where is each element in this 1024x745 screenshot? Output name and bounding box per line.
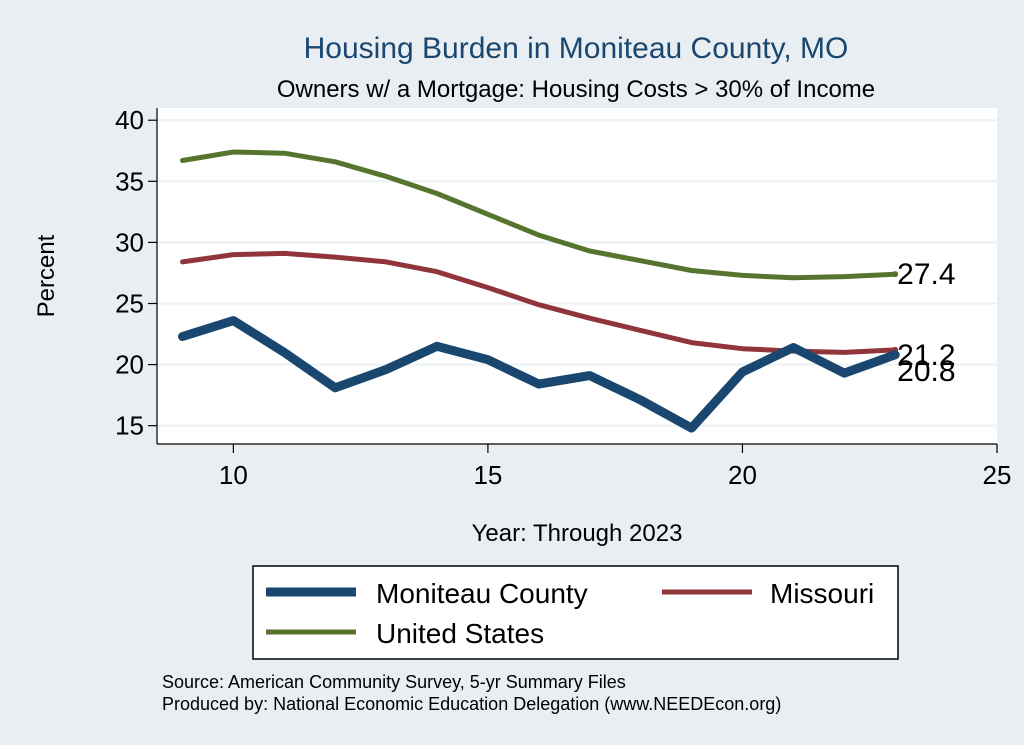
end-label: 20.8 <box>897 355 955 388</box>
y-tick-label: 25 <box>115 288 144 318</box>
series-endpoint-moniteau-county <box>892 351 899 358</box>
series-endpoint-united-states <box>892 271 899 278</box>
chart-subtitle: Owners w/ a Mortgage: Housing Costs > 30… <box>277 76 875 103</box>
x-tick-label: 10 <box>219 460 248 490</box>
y-tick-label: 35 <box>115 166 144 196</box>
y-tick-label: 15 <box>115 411 144 441</box>
series-line-missouri <box>180 250 898 355</box>
y-axis-title: Percent <box>33 234 60 317</box>
y-tick-label: 40 <box>115 105 144 135</box>
x-ticks: 10 15 20 25 <box>219 444 1012 490</box>
end-labels: 20.821.2 27.4 <box>897 258 955 388</box>
x-tick-label: 25 <box>983 460 1012 490</box>
legend: Moniteau County Missouri United States <box>266 578 874 649</box>
legend-label: Missouri <box>770 578 874 609</box>
produced-by-note: Produced by: National Economic Education… <box>162 694 781 714</box>
x-tick-label: 20 <box>728 460 757 490</box>
legend-label: United States <box>376 618 544 649</box>
end-label: 21.2 <box>897 339 955 372</box>
legend-label: Moniteau County <box>376 578 588 609</box>
series-line-moniteau-county <box>178 316 900 433</box>
chart-title: Housing Burden in Moniteau County, MO <box>304 32 849 65</box>
x-axis-title: Year: Through 2023 <box>472 520 683 547</box>
y-tick-label: 20 <box>115 350 144 380</box>
series-line-united-states <box>180 149 898 281</box>
legend-box <box>252 565 899 660</box>
y-tick-label: 30 <box>115 227 144 257</box>
end-label: 27.4 <box>897 258 955 291</box>
y-ticks: 15 20 25 30 35 40 <box>115 105 157 441</box>
series-lines <box>178 149 900 433</box>
source-note: Source: American Community Survey, 5-yr … <box>162 672 626 692</box>
x-tick-label: 15 <box>473 460 502 490</box>
